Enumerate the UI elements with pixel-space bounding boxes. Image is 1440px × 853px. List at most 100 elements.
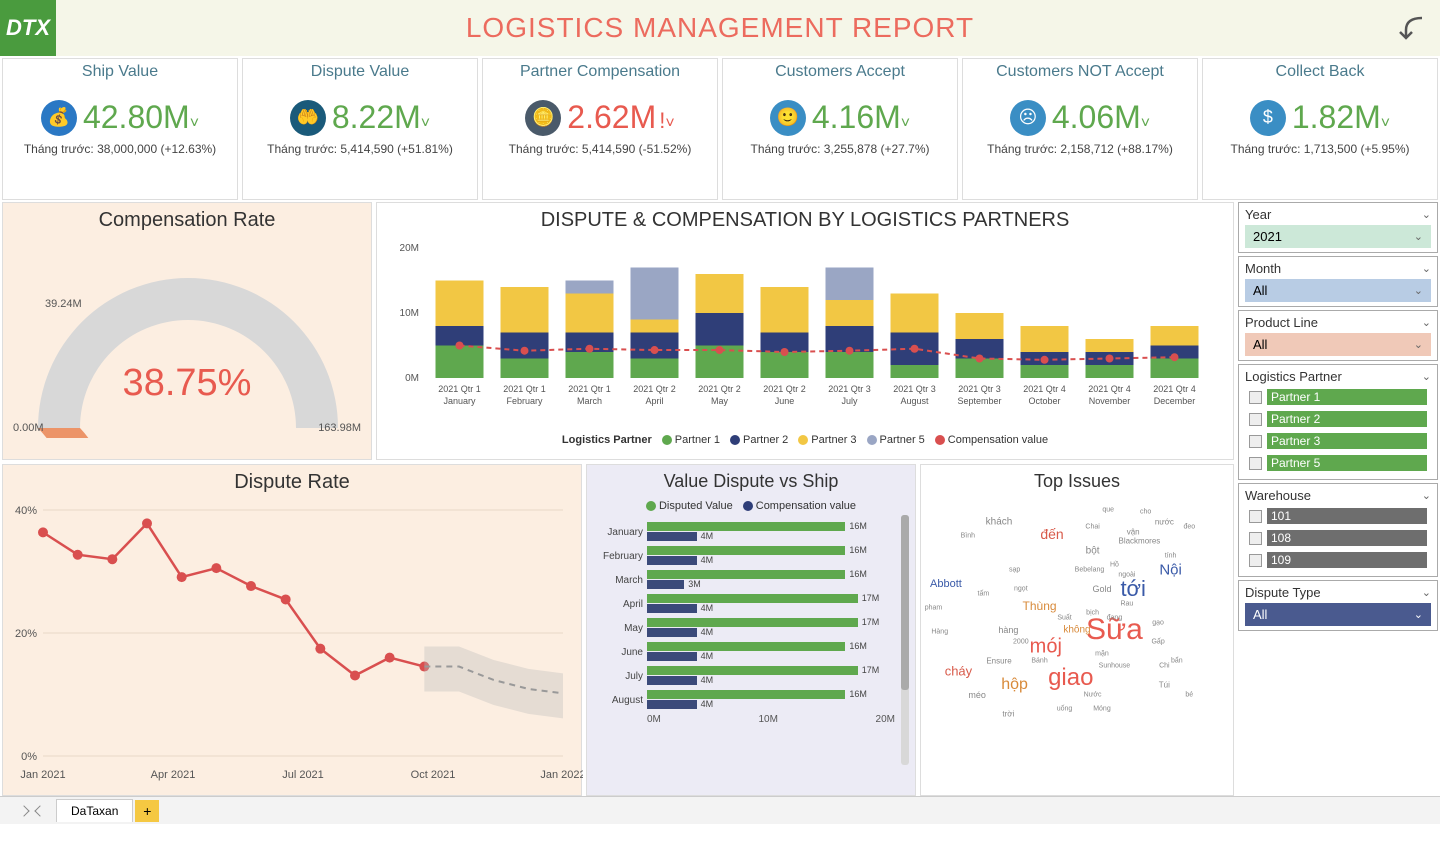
scrollbar[interactable] [901,515,909,765]
filter-dropdown[interactable]: All⌄ [1245,603,1431,626]
word[interactable]: gạo [1152,619,1164,626]
word[interactable]: 2000 [1013,639,1029,646]
word[interactable]: Hồ [1110,562,1119,569]
kpi-card[interactable]: Customers NOT Accept ☹ 4.06M˅ Tháng trướ… [962,58,1198,200]
filter-year: Year⌄ 2021⌄ [1238,202,1438,253]
filter-dropdown[interactable]: 2021⌄ [1245,225,1431,248]
word[interactable]: cháy [945,663,972,678]
hbar-chart: January 16M 4M February 16M 4M March 16M… [587,512,915,710]
word[interactable]: giao [1048,664,1093,692]
word[interactable]: Bình [961,533,975,540]
word[interactable]: bé [1185,691,1193,698]
legend-item[interactable]: Partner 5 [867,434,925,446]
word[interactable]: tính [1165,552,1177,559]
word[interactable]: nước [1155,518,1174,527]
filter-header[interactable]: Product Line⌄ [1245,315,1431,330]
legend-item[interactable]: Partner 1 [662,434,720,446]
word[interactable]: bẩn [1171,658,1183,665]
filter-checkbox-item[interactable]: Partner 3 [1245,431,1431,451]
word[interactable]: Suất [1057,615,1071,622]
kpi-card[interactable]: Partner Compensation 🪙 2.62M!˅ Tháng trư… [482,58,718,200]
word[interactable]: Chi [1159,663,1170,670]
legend-item[interactable]: Compensation value [743,500,856,512]
kpi-card[interactable]: Collect Back $ 1.82M˅ Tháng trước: 1,713… [1202,58,1438,200]
legend-item[interactable]: Compensation value [935,434,1048,446]
word[interactable]: Bebelang [1075,567,1105,574]
legend-item[interactable]: Partner 2 [730,434,788,446]
svg-text:Jan 2021: Jan 2021 [20,769,65,781]
filter-checkbox-item[interactable]: 101 [1245,506,1431,526]
word[interactable]: Blackmores [1118,537,1160,546]
word[interactable]: Ensure [986,657,1011,666]
word[interactable]: mặn [1095,651,1109,658]
word[interactable]: Nước [1084,691,1102,698]
word[interactable]: đeo [1183,523,1195,530]
sheet-tab[interactable]: DaTaxan [56,799,133,822]
filter-checkbox-item[interactable]: Partner 2 [1245,409,1431,429]
svg-text:Jan 2022: Jan 2022 [540,769,583,781]
filter-checkbox-item[interactable]: 108 [1245,528,1431,548]
filter-header[interactable]: Year⌄ [1245,207,1431,222]
kpi-subtitle: Tháng trước: 38,000,000 (+12.63%) [3,142,237,156]
kpi-value: 1.82M˅ [1292,99,1390,136]
word[interactable]: ngọt [1014,586,1028,593]
word[interactable]: Sunhouse [1099,663,1131,670]
kpi-card[interactable]: Dispute Value 🤲 8.22M˅ Tháng trước: 5,41… [242,58,478,200]
filter-checkbox-item[interactable]: 109 [1245,550,1431,570]
word[interactable]: khách [986,517,1013,528]
word[interactable]: Nội [1159,562,1182,579]
tab-nav-right-icon[interactable] [34,805,45,816]
word[interactable]: Thùng [1023,599,1057,613]
checkbox-icon [1249,457,1262,470]
add-sheet-button[interactable]: + [135,800,159,822]
word[interactable]: mój [1030,635,1062,658]
panel-title: DISPUTE & COMPENSATION BY LOGISTICS PART… [377,203,1233,238]
filter-checkbox-item[interactable]: Partner 1 [1245,387,1431,407]
filter-dropdown[interactable]: All⌄ [1245,333,1431,356]
word[interactable]: đến [1040,526,1063,542]
svg-text:40%: 40% [15,505,37,517]
word[interactable]: đang [1107,615,1123,622]
word[interactable]: Gold [1092,584,1111,594]
word[interactable]: Abbott [930,578,962,590]
kpi-card[interactable]: Customers Accept 🙂 4.16M˅ Tháng trước: 3… [722,58,958,200]
word[interactable]: Chai [1085,523,1099,530]
word[interactable]: không [1063,625,1090,636]
word[interactable]: bịch [1086,610,1099,617]
svg-text:2021 Qtr 3: 2021 Qtr 3 [893,384,936,394]
word[interactable]: uống [1057,706,1073,713]
filter-header[interactable]: Month⌄ [1245,261,1431,276]
filter-dropdown[interactable]: All⌄ [1245,279,1431,302]
word[interactable]: Móng [1093,706,1111,713]
gauge-min-label: 0.00M [13,422,44,434]
word[interactable]: méo [968,690,986,700]
word[interactable]: tấm [978,591,990,598]
checkbox-icon [1249,510,1262,523]
filter-header[interactable]: Warehouse⌄ [1245,488,1431,503]
word[interactable]: hàng [998,625,1018,635]
word[interactable]: Bánh [1031,658,1047,665]
word[interactable]: Hàng [931,629,948,636]
word[interactable]: sạp [1009,567,1020,574]
kpi-card[interactable]: Ship Value 💰 42.80M˅ Tháng trước: 38,000… [2,58,238,200]
legend-item[interactable]: Partner 3 [798,434,856,446]
word[interactable]: trời [1002,710,1014,719]
word[interactable]: tới [1120,576,1145,602]
word[interactable]: que [1102,507,1114,514]
filter-header[interactable]: Logistics Partner⌄ [1245,369,1431,384]
word[interactable]: hộp [1001,676,1028,694]
word[interactable]: pham [925,605,943,612]
svg-text:June: June [775,396,795,406]
tab-nav-left-icon[interactable] [18,805,29,816]
word[interactable]: Túi [1159,681,1170,690]
word[interactable]: ngoài [1118,571,1135,578]
word[interactable]: Gấp [1151,639,1164,646]
word[interactable]: bột [1086,545,1100,556]
word[interactable]: Rau [1120,600,1133,607]
word[interactable]: vận [1127,527,1140,536]
filter-header[interactable]: Dispute Type⌄ [1245,585,1431,600]
word[interactable]: cho [1140,509,1151,516]
back-button[interactable] [1384,0,1440,56]
filter-checkbox-item[interactable]: Partner 5 [1245,453,1431,473]
legend-item[interactable]: Disputed Value [646,500,733,512]
